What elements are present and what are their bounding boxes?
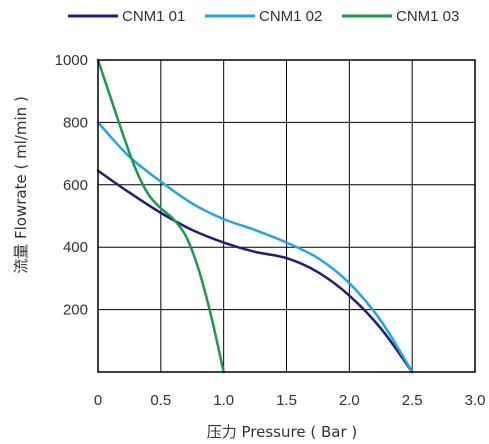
y-tick-label: 600 [63,177,88,194]
y-tick-labels: 200 400 600 800 1000 [55,52,88,319]
legend-label-2: CNM1 02 [259,8,322,25]
x-tick-labels: 0 0.5 1.0 1.5 2.0 2.5 3.0 [94,392,486,409]
y-tick-label: 1000 [55,52,88,69]
x-tick-label: 2.0 [339,392,360,409]
y-tick-label: 400 [63,239,88,256]
y-axis-title: 流量 Flowrate ( ml/min ) [12,96,30,274]
x-tick-label: 0 [94,392,102,409]
x-tick-label: 2.5 [402,392,423,409]
legend-item-2: CNM1 02 [205,8,322,25]
plot-frame [97,59,476,373]
y-tick-label: 200 [63,302,88,319]
legend: CNM1 01 CNM1 02 CNM1 03 [68,8,459,25]
series-line-3 [96,58,225,374]
x-axis-title: 压力 Pressure ( Bar ) [207,423,357,441]
x-tick-label: 0.5 [150,392,171,409]
x-tick-label: 3.0 [465,392,486,409]
series-line-2 [96,121,414,374]
grid [98,60,475,372]
legend-label-3: CNM1 03 [396,8,459,25]
y-tick-label: 800 [63,114,88,131]
x-tick-label: 1.0 [213,392,234,409]
x-tick-label: 1.5 [276,392,297,409]
legend-label-1: CNM1 01 [122,8,185,25]
series-line-1 [96,169,414,374]
series-lines [96,58,414,374]
legend-item-3: CNM1 03 [342,8,459,25]
legend-item-1: CNM1 01 [68,8,185,25]
